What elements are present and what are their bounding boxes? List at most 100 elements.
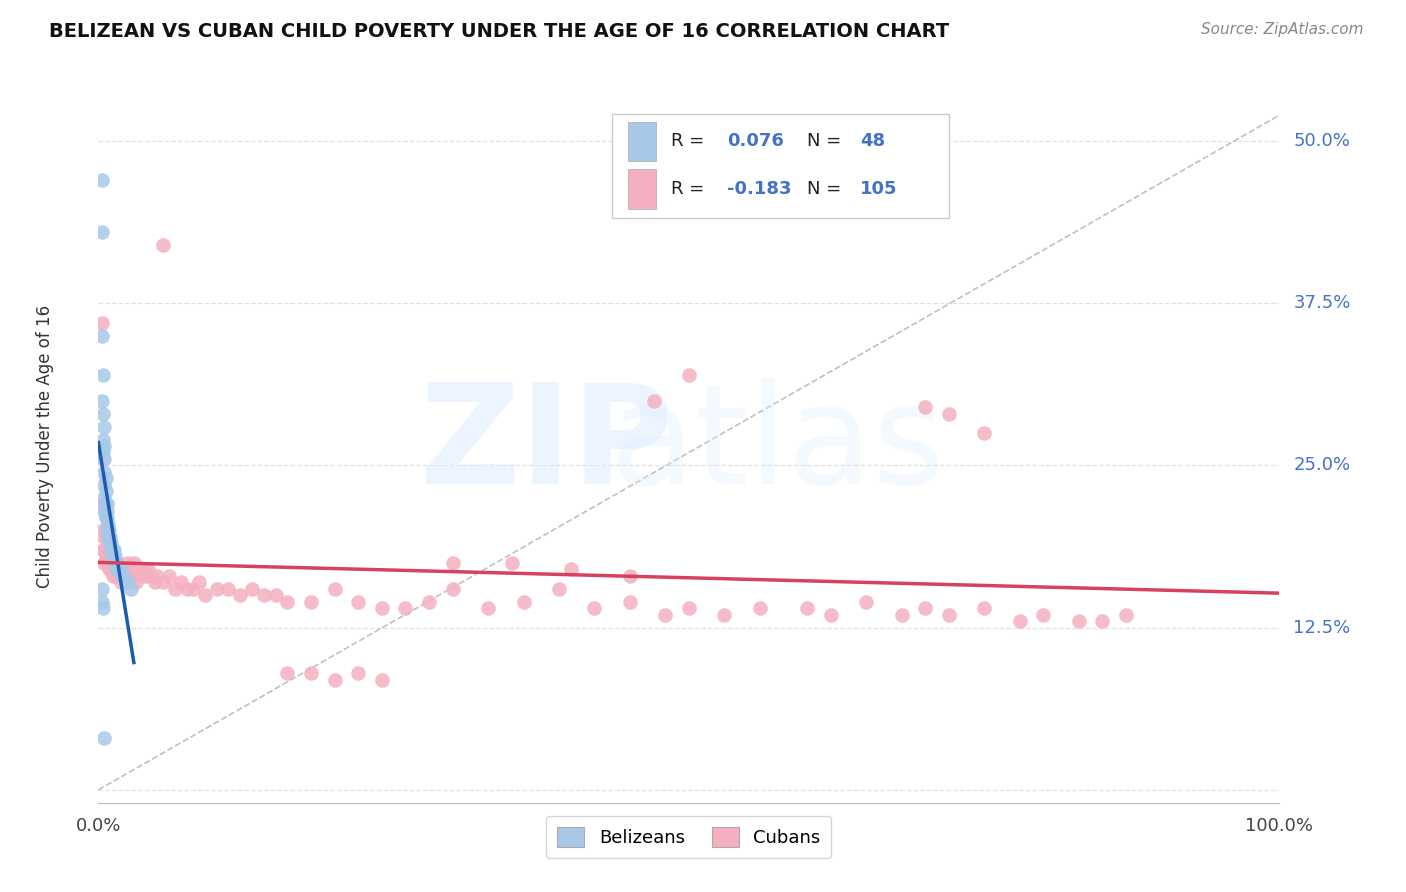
Point (205, 582, 228, 596)
Point (100, 542, 122, 557)
Point (97, 536, 120, 550)
Point (938, 407, 960, 421)
Point (98, 542, 121, 557)
Point (157, 568, 180, 582)
Point (938, 607, 960, 622)
Point (187, 575, 209, 590)
Point (104, 562, 127, 576)
Point (93, 478, 115, 492)
Point (120, 562, 142, 576)
Point (299, 595, 322, 609)
Point (91, 393, 114, 408)
Point (117, 575, 139, 590)
Text: ZIP: ZIP (420, 378, 675, 514)
Point (97, 516, 120, 531)
Point (121, 568, 143, 582)
Point (91, 445, 114, 459)
Text: Source: ZipAtlas.com: Source: ZipAtlas.com (1201, 22, 1364, 37)
Point (1115, 607, 1137, 622)
Point (101, 549, 124, 564)
Point (146, 568, 169, 582)
Point (93, 556, 115, 570)
Point (98, 530, 121, 544)
Point (820, 607, 842, 622)
Point (112, 568, 135, 582)
Point (97, 556, 120, 570)
Point (93, 491, 115, 505)
Point (914, 601, 936, 615)
Point (501, 556, 523, 570)
FancyBboxPatch shape (612, 114, 949, 218)
Point (560, 562, 582, 576)
Point (96, 524, 118, 538)
Point (98, 562, 121, 576)
Point (135, 568, 157, 582)
Point (96, 510, 118, 524)
Text: R =: R = (671, 180, 710, 198)
Point (240, 582, 263, 596)
Point (323, 673, 346, 687)
Point (152, 238, 174, 252)
Point (96, 530, 118, 544)
Point (418, 595, 440, 609)
Point (105, 562, 128, 576)
Point (796, 601, 818, 615)
Point (619, 595, 641, 609)
Point (93, 497, 115, 511)
Point (136, 562, 159, 576)
Point (371, 673, 394, 687)
Text: 105: 105 (860, 180, 897, 198)
Point (855, 595, 877, 609)
Text: BELIZEAN VS CUBAN CHILD POVERTY UNDER THE AGE OF 16 CORRELATION CHART: BELIZEAN VS CUBAN CHILD POVERTY UNDER TH… (49, 22, 949, 41)
Point (93, 530, 115, 544)
Point (98, 536, 121, 550)
Point (973, 425, 995, 440)
Point (165, 582, 187, 596)
Point (713, 607, 735, 622)
Point (94, 484, 117, 499)
Text: Child Poverty Under the Age of 16: Child Poverty Under the Age of 16 (37, 304, 55, 588)
Point (619, 568, 641, 582)
Legend: Belizeans, Cubans: Belizeans, Cubans (547, 816, 831, 858)
Text: R =: R = (671, 132, 710, 150)
Point (110, 575, 132, 590)
Point (276, 595, 298, 609)
Point (115, 556, 138, 570)
Point (890, 607, 912, 622)
Point (91, 368, 114, 382)
Point (91, 173, 114, 187)
Text: -0.183: -0.183 (727, 180, 792, 198)
Point (94, 510, 117, 524)
Point (93, 465, 115, 479)
Point (91, 582, 114, 596)
Text: 48: 48 (860, 132, 886, 150)
Point (91, 225, 114, 239)
Point (91, 542, 114, 557)
Point (229, 588, 252, 602)
Text: N =: N = (807, 132, 846, 150)
Point (96, 504, 118, 518)
Point (264, 588, 287, 602)
Point (93, 542, 115, 557)
Point (105, 562, 128, 576)
Bar (627, 169, 655, 209)
Point (299, 666, 322, 681)
Point (108, 562, 131, 576)
Text: 37.5%: 37.5% (1294, 294, 1351, 312)
Point (125, 575, 148, 590)
Point (107, 568, 129, 582)
Point (108, 562, 131, 576)
Point (97, 524, 120, 538)
Point (128, 568, 150, 582)
Point (141, 568, 163, 582)
Point (117, 568, 139, 582)
Point (93, 439, 115, 453)
Text: 50.0%: 50.0% (1294, 132, 1350, 150)
Point (93, 731, 115, 745)
Point (105, 556, 128, 570)
Point (548, 582, 571, 596)
Point (94, 549, 117, 564)
Point (111, 568, 134, 582)
Point (104, 549, 127, 564)
Point (112, 568, 135, 582)
